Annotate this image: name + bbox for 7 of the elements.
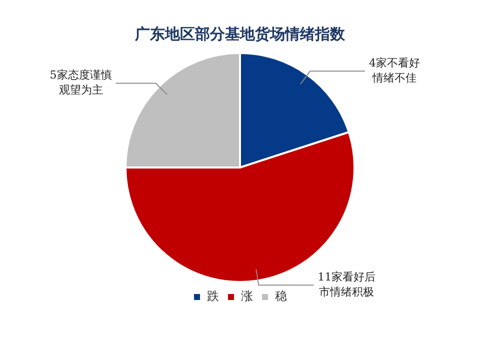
data-label: 4家不看好情绪不佳 [368, 56, 420, 85]
legend-label: 稳 [275, 289, 287, 304]
chart-title: 广东地区部分基地货场情绪指数 [134, 24, 346, 43]
data-label: 5家态度谨慎观望为主 [50, 68, 112, 97]
legend-label: 涨 [241, 289, 253, 304]
data-label: 11家看好后市情绪积极 [318, 270, 376, 298]
legend-label: 跌 [207, 289, 219, 304]
